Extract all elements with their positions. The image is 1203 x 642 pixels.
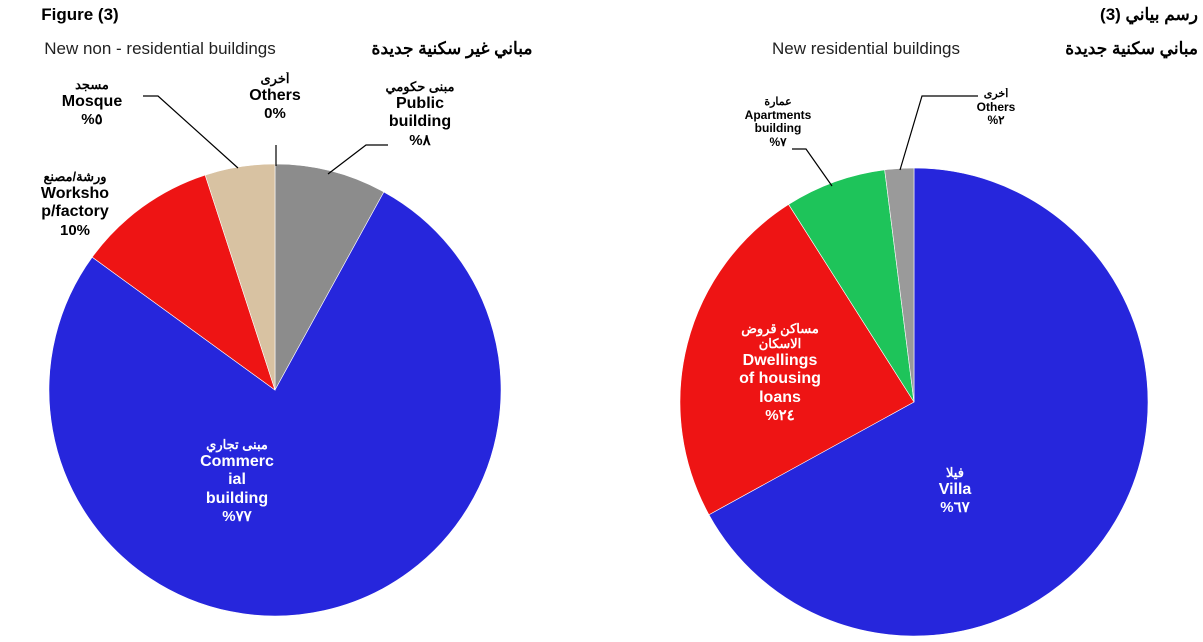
pie-slice [204, 163, 276, 391]
category-label: Dwellings of housing loans [739, 351, 821, 406]
value-label: 10% [59, 221, 91, 239]
category-label-ar: عمارة [764, 96, 792, 108]
category-label-ar: مساكن قروض الاسكان [741, 322, 819, 351]
figure-label: Figure (3) [41, 5, 118, 24]
leader-line [143, 95, 239, 169]
category-label-ar: أخرى [983, 88, 1009, 100]
chart-title-ar: مباني سكنية جديدة [1065, 39, 1198, 59]
pie-slice [679, 204, 915, 516]
category-label-ar: فيلا [946, 466, 964, 480]
label-box: مبنى حكومي Public building %٨ [345, 80, 495, 149]
category-label: Worksho p/factory [40, 184, 110, 221]
pie-slice [48, 191, 502, 617]
category-label: Villa [938, 480, 972, 498]
value-label: %٦٧ [940, 499, 970, 517]
chart-title-ar: مباني غير سكنية جديدة [372, 39, 533, 59]
value-label: %٧ [769, 135, 787, 150]
category-label-ar: أخرى [260, 72, 290, 86]
category-label: Apartments building [744, 107, 812, 136]
label-box: مساكن قروض الاسكان Dwellings of housing l… [705, 322, 855, 424]
label-box: أخرى Others 0% [200, 72, 350, 123]
label-box: مبنى تجاري Commerc ial building %٧٧ [162, 438, 312, 525]
chart-title: New non - residential buildings [44, 39, 276, 58]
value-label: %٢٤ [765, 407, 795, 425]
value-label: %٥ [81, 111, 103, 129]
chart-title: New residential buildings [772, 39, 960, 58]
label-box: مسجد Mosque %٥ [17, 78, 167, 129]
category-label-ar: مسجد [75, 78, 109, 92]
leader-line [899, 95, 978, 171]
category-label: Commerc ial building [200, 452, 274, 507]
category-label: Others [249, 86, 301, 104]
leader-line [792, 148, 833, 187]
leader-line [327, 144, 388, 175]
category-label: Mosque [61, 92, 123, 110]
label-box: ورشة/مصنع Worksho p/factory 10% [0, 170, 150, 239]
category-label-ar: مبنى تجاري [206, 438, 268, 452]
label-box: أخرى Others %٢ [921, 88, 1071, 128]
pie-slice [708, 167, 1149, 637]
value-label: %٢ [987, 113, 1005, 128]
value-label: %٨ [409, 131, 431, 149]
pie-slice [788, 169, 915, 403]
category-label: Others [976, 99, 1016, 114]
figure-label-ar: رسم بياني (3) [1100, 5, 1198, 25]
pie-slice [884, 167, 915, 403]
label-box: عمارة Apartments building %٧ [703, 96, 853, 150]
category-label: Public building [388, 94, 452, 131]
label-box: فيلا Villa %٦٧ [880, 466, 1030, 517]
category-label-ar: مبنى حكومي [385, 80, 455, 94]
value-label: %٧٧ [222, 508, 252, 526]
category-label-ar: ورشة/مصنع [43, 170, 107, 184]
pie-slice [91, 174, 276, 391]
value-label: 0% [264, 105, 286, 123]
